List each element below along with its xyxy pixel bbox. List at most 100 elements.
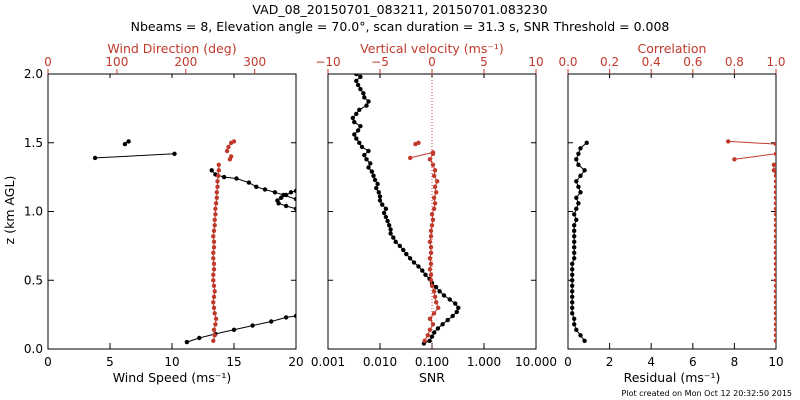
series-2-point [773, 283, 776, 288]
series-1-point [366, 165, 371, 170]
series-2-point [773, 322, 776, 327]
top-axis-label: Wind Direction (deg) [107, 41, 236, 56]
series-2-point [428, 261, 434, 266]
bottom-tick-label: 10 [768, 355, 783, 369]
series-1-point [366, 148, 371, 154]
series-2-line [734, 153, 776, 160]
series-1-point [447, 297, 452, 302]
series-1-point [437, 289, 442, 294]
series-1-point [420, 268, 425, 273]
series-1-point [429, 334, 435, 339]
series-2-point [773, 338, 776, 343]
series-1-point [433, 284, 439, 290]
series-2-point [773, 311, 776, 316]
series-1-point [388, 231, 393, 236]
series-1-point [570, 278, 575, 283]
series-1-point [456, 305, 461, 310]
series-2-point [432, 294, 438, 299]
series-1-point [576, 184, 581, 189]
series-1-point [366, 99, 371, 104]
bottom-tick-label: 0.100 [415, 355, 449, 369]
series-1-point [209, 168, 214, 173]
series-1-point [407, 256, 413, 261]
series-2-point [211, 250, 216, 255]
series-1-point [584, 140, 589, 145]
series-1-point [293, 206, 296, 211]
y-tick-label: 1.0 [24, 205, 43, 219]
series-2-point [416, 140, 421, 145]
series-2-point [213, 206, 218, 211]
top-axis-label: Vertical velocity (ms⁻¹) [360, 41, 504, 56]
series-1-point [262, 187, 268, 192]
series-1-point [350, 115, 355, 121]
series-2-point [773, 316, 776, 321]
series-2-point [213, 201, 219, 206]
bottom-tick-label: 0.010 [363, 355, 397, 369]
series-1-point [374, 185, 379, 191]
top-tick-label: 0 [44, 55, 52, 69]
series-1-point [184, 339, 190, 345]
series-1-point [393, 239, 398, 244]
series-1-point [352, 119, 357, 125]
series-2-point [211, 261, 217, 266]
series-2-point [211, 294, 217, 299]
series-1-point [377, 198, 383, 203]
series-2-point [229, 154, 234, 159]
series-1-point [454, 309, 459, 315]
series-2-point [432, 168, 438, 173]
series-2-point [211, 305, 217, 310]
series-2-point [216, 173, 221, 178]
series-1-point [383, 206, 389, 211]
series-1-point [383, 214, 389, 220]
series-2-point [773, 228, 776, 233]
series-1-point [574, 217, 579, 222]
series-1-point [397, 243, 402, 249]
series-2-point [773, 294, 776, 299]
series-1-point [272, 190, 278, 195]
series-1-point [355, 128, 361, 133]
series-2-point [773, 201, 776, 206]
panel-3-plot [570, 139, 776, 343]
series-2-point [427, 239, 433, 244]
y-tick-label: 1.5 [24, 136, 43, 150]
series-2-point [773, 151, 776, 156]
series-1-point [362, 152, 367, 158]
series-2-point [773, 206, 776, 211]
series-2-point [434, 190, 439, 195]
series-1-point [254, 184, 259, 189]
series-2-point [215, 184, 220, 189]
series-2-point [212, 223, 217, 228]
bottom-tick-label: 1.000 [467, 355, 501, 369]
series-1-point [423, 272, 428, 277]
series-2-point [214, 195, 219, 200]
series-2-point [211, 256, 216, 261]
top-tick-label: 0.0 [558, 55, 577, 69]
series-1-point [364, 157, 369, 162]
series-1-point [385, 218, 390, 224]
series-2-point [211, 338, 216, 343]
series-1-point [283, 315, 289, 320]
series-2-point [431, 195, 437, 200]
series-2-line [728, 140, 776, 145]
series-2-point [773, 289, 776, 294]
series-1-point [576, 151, 581, 156]
bottom-tick-label: 0 [44, 355, 52, 369]
series-1-point [574, 179, 579, 184]
series-1-point [572, 256, 577, 261]
series-1-point [352, 132, 357, 137]
series-1-point [570, 289, 575, 294]
series-1-point [574, 157, 579, 162]
series-2-point [211, 300, 216, 305]
top-tick-label: 200 [174, 55, 197, 69]
series-1-point [401, 247, 406, 253]
series-1-point [440, 322, 445, 327]
series-2-point [430, 162, 436, 167]
series-1-point [269, 319, 274, 324]
top-tick-label: −5 [371, 55, 389, 69]
series-2-point [436, 305, 441, 310]
series-1-point [293, 196, 296, 202]
series-2-point [432, 184, 438, 189]
panel-frame [327, 73, 537, 350]
series-1-point [283, 203, 289, 209]
